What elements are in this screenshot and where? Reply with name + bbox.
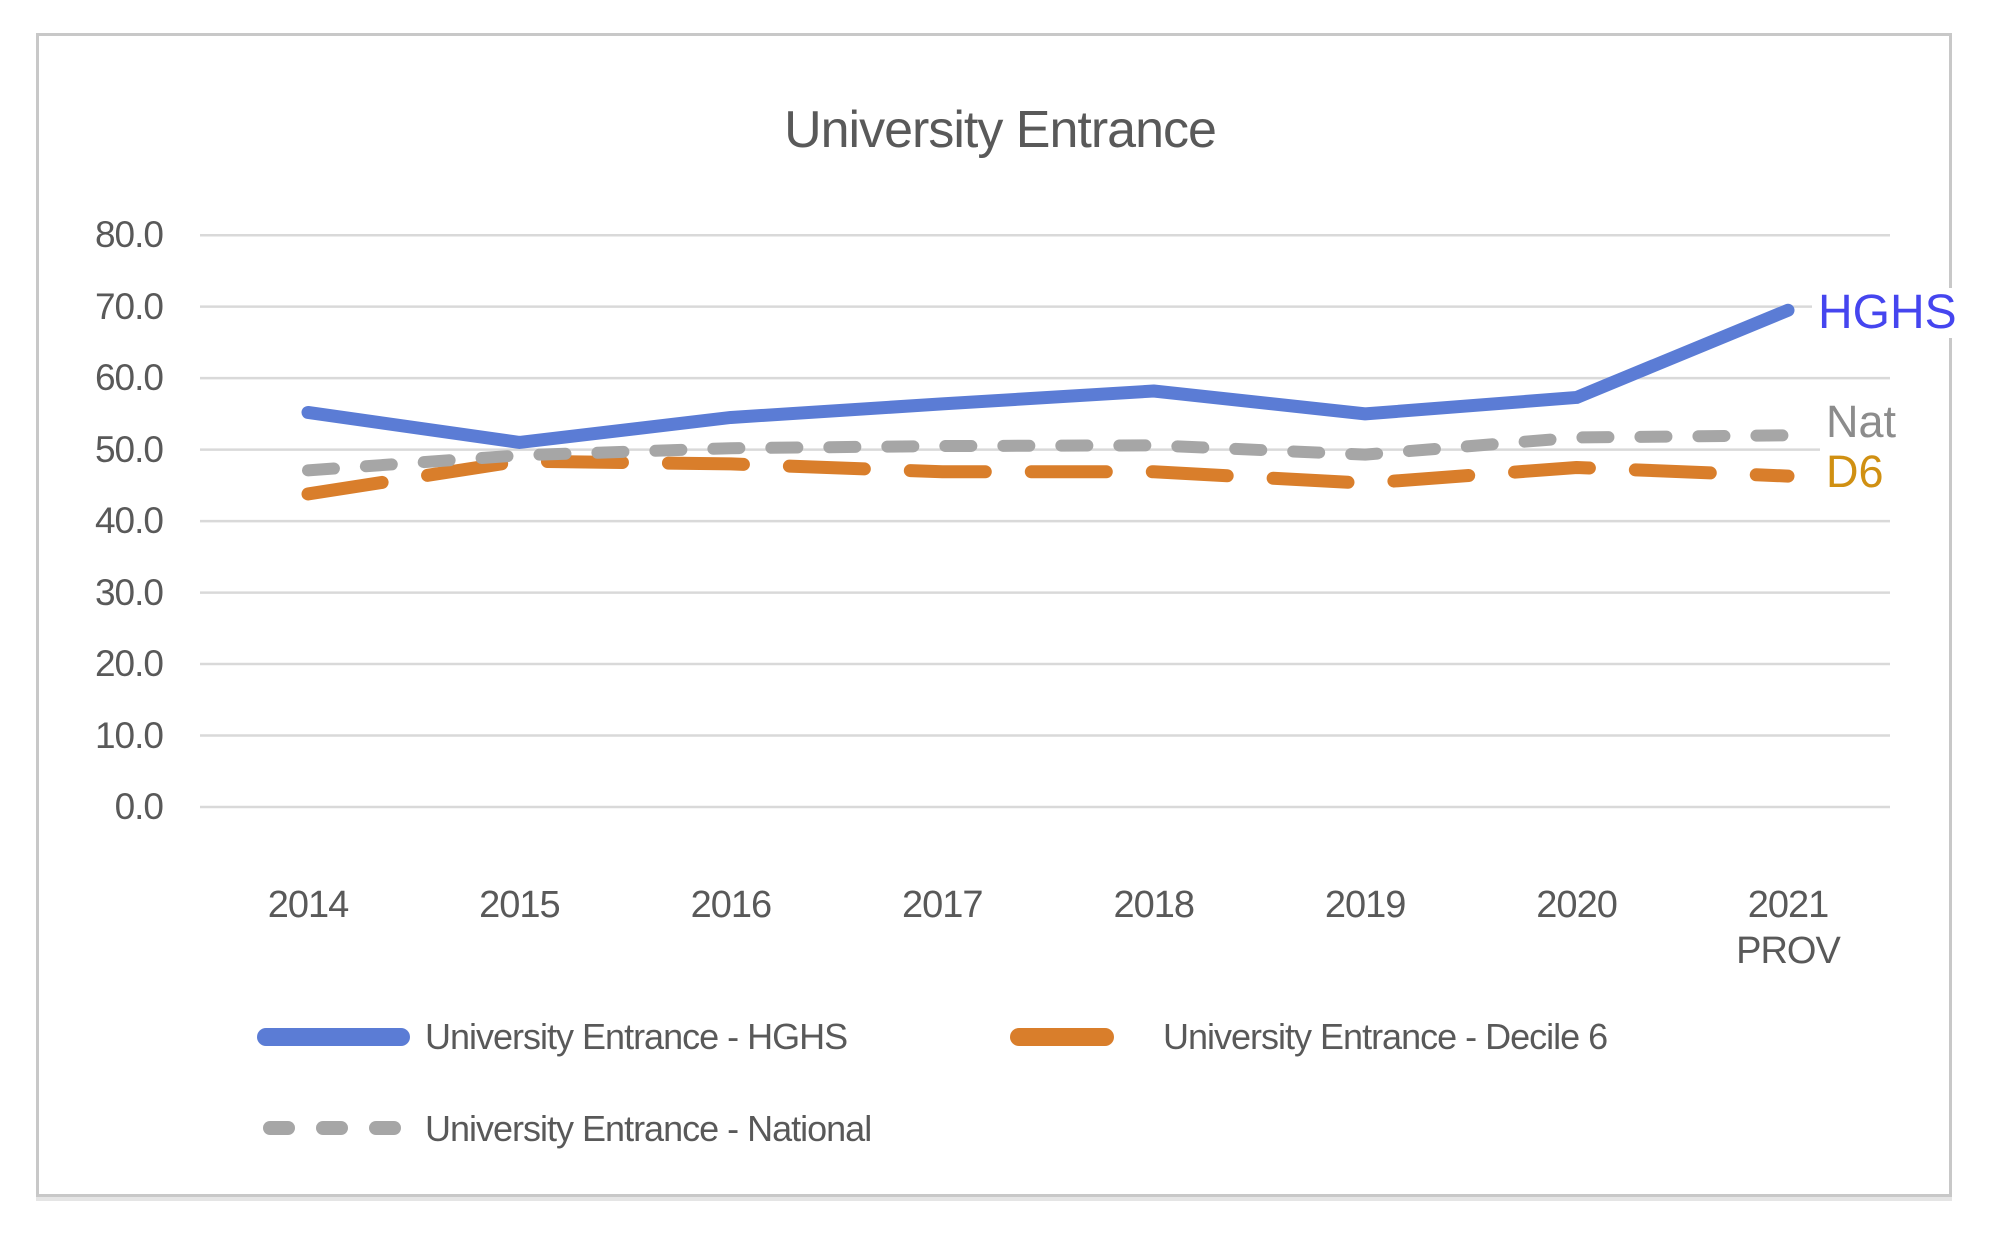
y-axis-tick-label: 70.0 xyxy=(94,285,164,327)
series-line-0 xyxy=(301,303,1795,449)
y-axis-tick-label: 80.0 xyxy=(94,214,164,256)
y-axis-tick-label: 50.0 xyxy=(94,428,164,470)
x-axis-tick-label: 2020 xyxy=(1536,884,1618,926)
x-axis-tick-label: 2019 xyxy=(1324,884,1407,926)
y-axis-tick-label: 20.0 xyxy=(94,643,164,685)
legend-swatch-hghs xyxy=(257,1028,410,1046)
series-line-2 xyxy=(302,429,1795,477)
y-axis-tick-label: 30.0 xyxy=(94,571,164,613)
legend-label-hghs: University Entrance - HGHS xyxy=(425,1016,848,1057)
annotation-decile6-label: D6 xyxy=(1820,448,1890,495)
x-axis-tick-label: 2018 xyxy=(1113,884,1195,926)
y-axis-tick-label: 60.0 xyxy=(94,357,164,399)
legend-dash-3 xyxy=(369,1121,401,1135)
y-axis-tick-label: 40.0 xyxy=(94,500,164,542)
y-axis-tick-label: 0.0 xyxy=(114,786,164,827)
chart-area xyxy=(36,33,1952,1197)
legend-swatch-decile6 xyxy=(1010,1028,1114,1046)
series-line-1 xyxy=(301,454,1795,501)
annotation-national-label: Nat xyxy=(1820,398,1903,445)
x-axis-tick-label: 2014 xyxy=(267,884,350,926)
x-axis-tick-note: PROV xyxy=(1736,930,1841,972)
y-axis-tick-label: 10.0 xyxy=(94,714,164,756)
chart-title: University Entrance xyxy=(784,101,1217,159)
legend-label-decile6: University Entrance - Decile 6 xyxy=(1163,1016,1608,1057)
x-axis-tick-label: 2015 xyxy=(479,884,561,926)
x-axis-tick-label: 2021 PROV xyxy=(1688,882,1888,974)
annotation-hghs-label: HGHS xyxy=(1812,287,1963,339)
x-axis-tick-label: 2016 xyxy=(690,884,773,926)
x-axis-tick-label: 2017 xyxy=(902,884,984,926)
legend-dash-1 xyxy=(263,1121,295,1135)
legend-label-national: University Entrance - National xyxy=(425,1108,872,1149)
legend-dash-2 xyxy=(316,1121,348,1135)
